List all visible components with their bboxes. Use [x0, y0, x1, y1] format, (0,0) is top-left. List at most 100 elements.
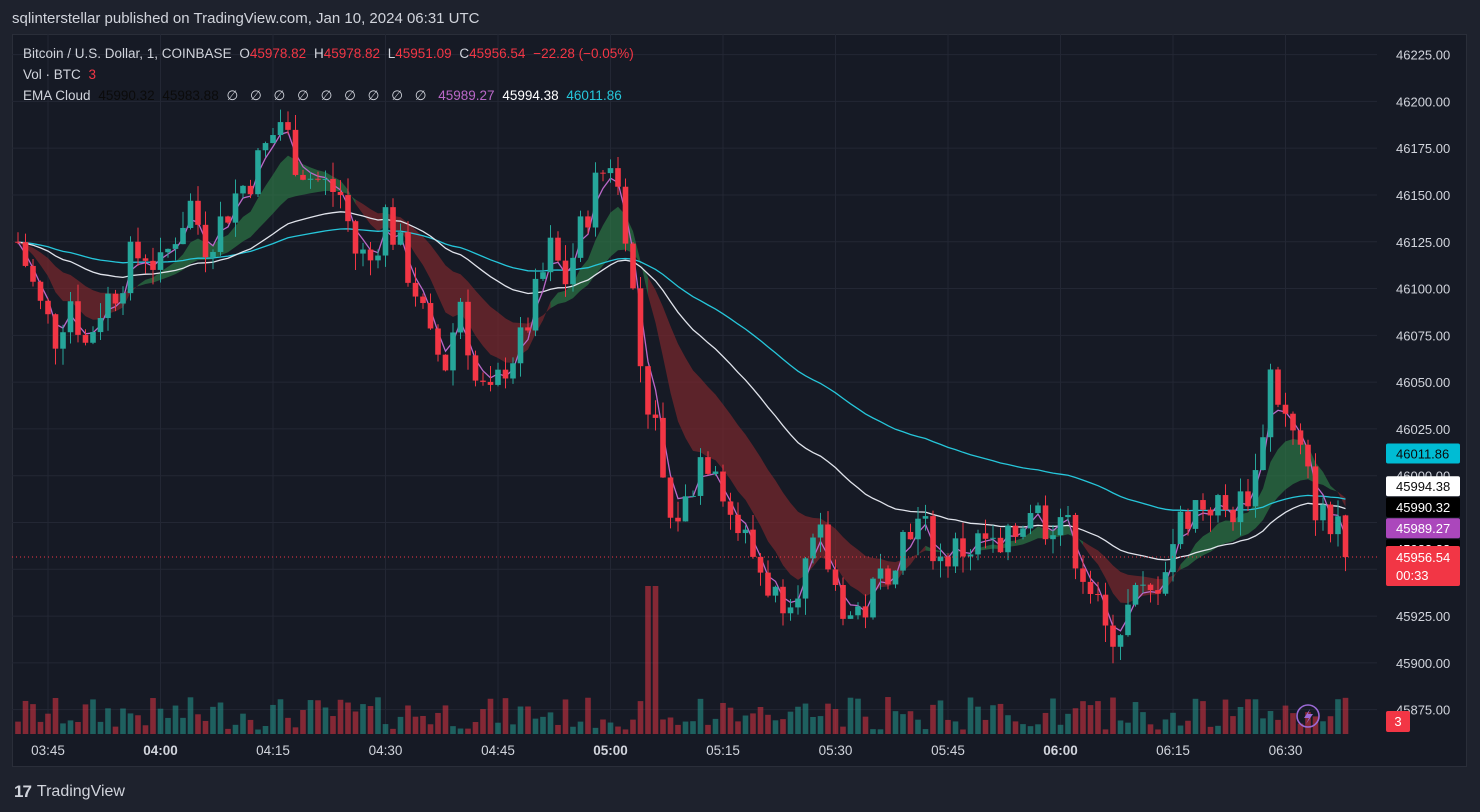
- candle-body[interactable]: [330, 178, 336, 192]
- candle-body[interactable]: [225, 216, 231, 223]
- candle-body[interactable]: [420, 296, 426, 304]
- candle-body[interactable]: [870, 578, 876, 618]
- candle-body[interactable]: [360, 249, 366, 254]
- candle-body[interactable]: [97, 318, 104, 333]
- candle-body[interactable]: [390, 207, 396, 245]
- candle-body[interactable]: [397, 232, 404, 245]
- candle-body[interactable]: [1267, 369, 1274, 438]
- candle-body[interactable]: [1230, 509, 1236, 523]
- candle-body[interactable]: [817, 524, 824, 538]
- candle-body[interactable]: [810, 537, 816, 559]
- candle-body[interactable]: [1297, 430, 1304, 445]
- candle-body[interactable]: [322, 178, 329, 180]
- candle-body[interactable]: [292, 129, 299, 175]
- candle-body[interactable]: [427, 303, 434, 329]
- candle-body[interactable]: [1245, 491, 1251, 507]
- volume-label[interactable]: Vol · BTC: [23, 67, 81, 82]
- candle-body[interactable]: [90, 332, 96, 343]
- candle-body[interactable]: [105, 293, 111, 319]
- candle-body[interactable]: [855, 606, 861, 616]
- price-chart[interactable]: 46225.00 46200.00 46175.00 46150.00 46125.00…: [12, 34, 1467, 767]
- candle-body[interactable]: [570, 257, 576, 285]
- candle-body[interactable]: [157, 252, 164, 270]
- candle-body[interactable]: [540, 272, 546, 279]
- candle-body[interactable]: [982, 533, 989, 539]
- candle-body[interactable]: [150, 260, 156, 270]
- candle-body[interactable]: [615, 168, 621, 187]
- candle-body[interactable]: [1005, 525, 1011, 553]
- candle-body[interactable]: [450, 332, 456, 371]
- candle-body[interactable]: [562, 260, 569, 285]
- candle-body[interactable]: [1080, 568, 1086, 582]
- candle-body[interactable]: [1072, 514, 1079, 569]
- candle-body[interactable]: [630, 243, 636, 289]
- candle-body[interactable]: [337, 191, 344, 196]
- candle-body[interactable]: [1012, 525, 1019, 537]
- candle-body[interactable]: [915, 518, 921, 540]
- candle-body[interactable]: [885, 568, 891, 585]
- candle-body[interactable]: [742, 529, 749, 534]
- candle-body[interactable]: [907, 531, 914, 540]
- candle-body[interactable]: [1140, 584, 1146, 586]
- candle-body[interactable]: [1222, 495, 1229, 510]
- candle-body[interactable]: [585, 216, 591, 228]
- candle-body[interactable]: [802, 558, 809, 599]
- candle-body[interactable]: [1312, 466, 1319, 521]
- candle-body[interactable]: [1342, 515, 1349, 558]
- candle-body[interactable]: [1185, 511, 1191, 529]
- candle-body[interactable]: [1020, 528, 1026, 537]
- ema-label[interactable]: EMA Cloud: [23, 88, 91, 103]
- candle-body[interactable]: [375, 255, 381, 261]
- candle-body[interactable]: [900, 531, 906, 571]
- candle-body[interactable]: [30, 265, 36, 282]
- candle-body[interactable]: [472, 355, 479, 381]
- candle-body[interactable]: [1327, 504, 1334, 535]
- candle-body[interactable]: [990, 537, 996, 539]
- candle-body[interactable]: [517, 327, 524, 364]
- candle-body[interactable]: [1177, 511, 1184, 545]
- candle-body[interactable]: [1027, 513, 1034, 529]
- candle-body[interactable]: [465, 301, 471, 356]
- candle-body[interactable]: [180, 227, 186, 245]
- candle-body[interactable]: [1170, 544, 1176, 573]
- candle-body[interactable]: [697, 457, 704, 496]
- candle-body[interactable]: [82, 334, 89, 343]
- candle-body[interactable]: [60, 332, 66, 349]
- candle-body[interactable]: [660, 417, 666, 478]
- candle-body[interactable]: [667, 477, 674, 518]
- candle-body[interactable]: [195, 200, 201, 225]
- candle-body[interactable]: [240, 185, 246, 194]
- candle-body[interactable]: [1215, 495, 1221, 516]
- candle-body[interactable]: [1192, 500, 1199, 529]
- candle-body[interactable]: [1057, 517, 1064, 536]
- candle-body[interactable]: [682, 496, 689, 522]
- candle-body[interactable]: [412, 282, 419, 297]
- candle-body[interactable]: [652, 414, 659, 418]
- candle-body[interactable]: [165, 248, 171, 253]
- candle-body[interactable]: [690, 495, 696, 497]
- candle-body[interactable]: [765, 572, 771, 596]
- candle-body[interactable]: [1305, 444, 1311, 467]
- candle-body[interactable]: [750, 529, 756, 557]
- candle-body[interactable]: [262, 143, 269, 151]
- candle-body[interactable]: [22, 242, 29, 266]
- candle-body[interactable]: [705, 457, 711, 474]
- candle-body[interactable]: [997, 537, 1004, 553]
- candle-body[interactable]: [1290, 413, 1296, 431]
- candle-body[interactable]: [532, 278, 539, 331]
- candle-body[interactable]: [712, 471, 719, 474]
- candle-body[interactable]: [1200, 500, 1206, 510]
- candle-body[interactable]: [735, 514, 741, 534]
- candle-body[interactable]: [367, 249, 374, 261]
- candle-body[interactable]: [405, 232, 411, 283]
- candle-body[interactable]: [637, 288, 644, 367]
- candle-body[interactable]: [255, 150, 261, 195]
- candle-body[interactable]: [307, 178, 314, 180]
- candle-body[interactable]: [442, 354, 449, 371]
- candle-body[interactable]: [487, 381, 494, 385]
- candle-body[interactable]: [1155, 590, 1161, 594]
- candle-body[interactable]: [1050, 535, 1056, 540]
- candle-body[interactable]: [1252, 470, 1259, 507]
- candle-body[interactable]: [795, 598, 801, 608]
- candle-body[interactable]: [1087, 581, 1094, 594]
